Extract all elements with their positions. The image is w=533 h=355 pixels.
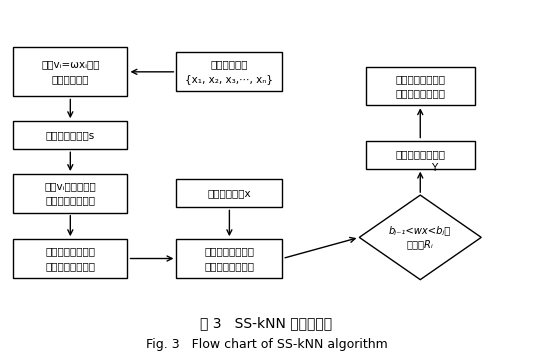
FancyBboxPatch shape: [366, 66, 474, 105]
FancyBboxPatch shape: [176, 239, 282, 278]
Text: 合并每个层中抽取
的实例为最终样本: 合并每个层中抽取 的实例为最终样本: [204, 246, 254, 271]
Text: 图 3   SS-kNN 算法流程图: 图 3 SS-kNN 算法流程图: [200, 317, 333, 331]
FancyBboxPatch shape: [13, 239, 127, 278]
Text: Y: Y: [431, 163, 437, 173]
FancyBboxPatch shape: [13, 47, 127, 97]
Text: 确定子集的大小s: 确定子集的大小s: [46, 130, 95, 140]
FancyBboxPatch shape: [13, 121, 127, 149]
FancyBboxPatch shape: [176, 53, 282, 91]
FancyBboxPatch shape: [176, 179, 282, 207]
Polygon shape: [359, 195, 481, 280]
FancyBboxPatch shape: [13, 174, 127, 213]
Text: 扩展此区域的范围: 扩展此区域的范围: [395, 149, 445, 160]
Text: Fig. 3   Flow chart of SS-kNN algorithm: Fig. 3 Flow chart of SS-kNN algorithm: [146, 338, 387, 351]
Text: 落入每个区域内的
实例作为一个层次: 落入每个区域内的 实例作为一个层次: [45, 246, 95, 271]
Text: 在区域对应的实例
集合中寻找其近邻: 在区域对应的实例 集合中寻找其近邻: [395, 74, 445, 98]
Text: 待识别的实例x: 待识别的实例x: [207, 189, 251, 198]
FancyBboxPatch shape: [366, 141, 474, 169]
Text: 依照vᵢ将输入空间
划分为若干个区域: 依照vᵢ将输入空间 划分为若干个区域: [44, 181, 96, 206]
Text: 计算vᵢ=ωxᵢ并将
实例依次排序: 计算vᵢ=ωxᵢ并将 实例依次排序: [41, 60, 100, 84]
Text: bⱼ₋₁<wx<bⱼ属
于区域Rᵢ: bⱼ₋₁<wx<bⱼ属 于区域Rᵢ: [389, 225, 451, 250]
Text: 训练实例集合
{x₁, x₂, x₃,⋯, xₙ}: 训练实例集合 {x₁, x₂, x₃,⋯, xₙ}: [185, 60, 273, 84]
